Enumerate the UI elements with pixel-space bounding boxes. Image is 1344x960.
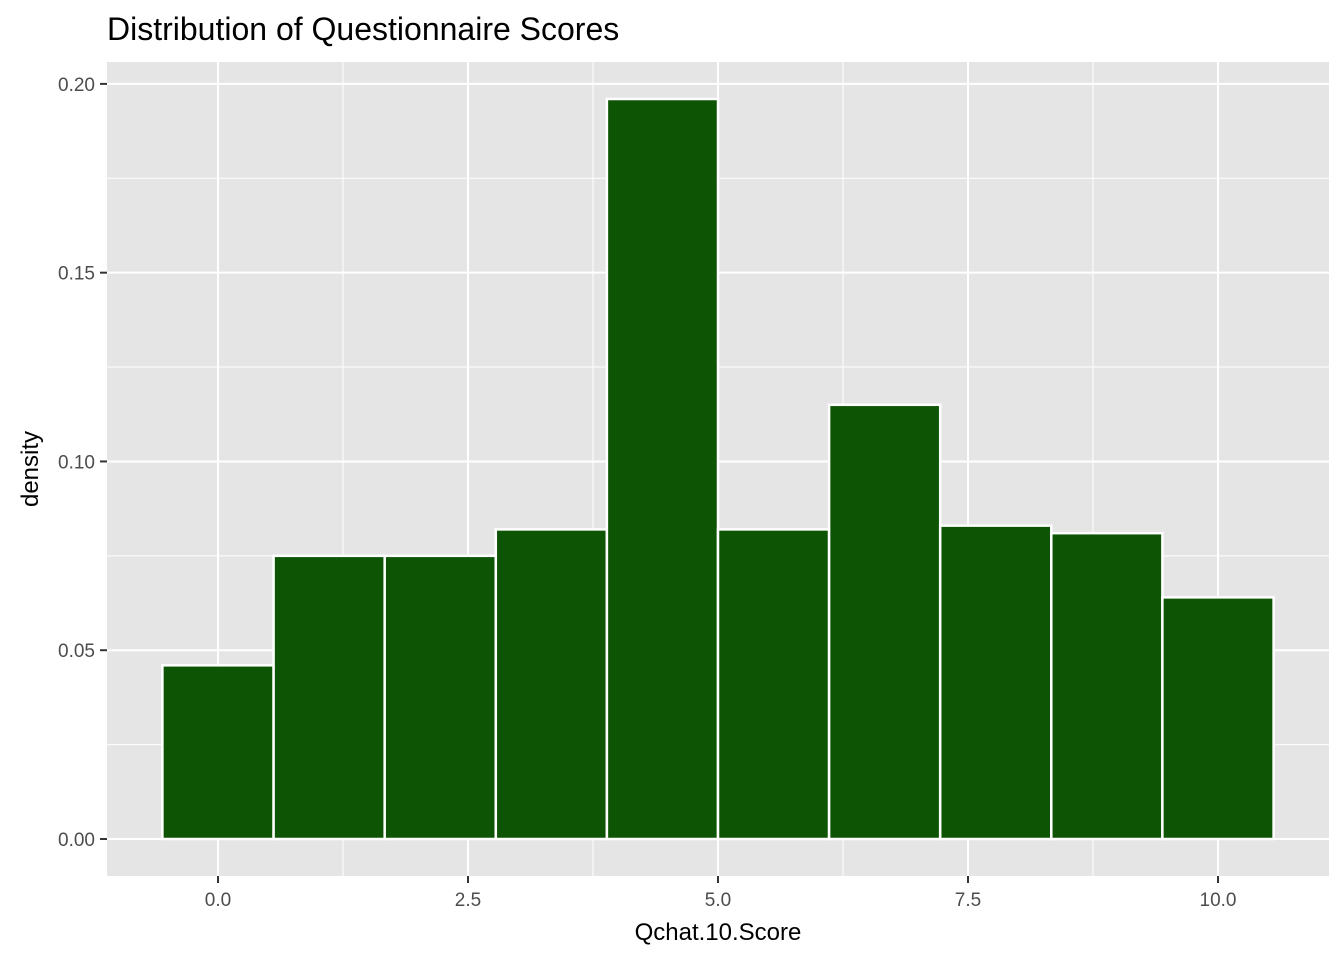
chart-title: Distribution of Questionnaire Scores bbox=[107, 11, 619, 47]
histogram-bar-1 bbox=[161, 664, 275, 841]
x-axis: 0.0 2.5 5.0 7.5 10.0 bbox=[205, 876, 1237, 911]
histogram-bar-4 bbox=[494, 528, 609, 841]
histogram-bar-6 bbox=[716, 528, 831, 841]
histogram-bar-10 bbox=[1161, 596, 1275, 841]
y-tick-label: 0.00 bbox=[58, 830, 95, 851]
y-tick-label: 0.10 bbox=[58, 452, 95, 473]
y-tick-label: 0.15 bbox=[58, 264, 95, 285]
y-axis-title: density bbox=[17, 431, 44, 507]
x-tick-label: 0.0 bbox=[205, 890, 231, 911]
histogram-bar-7 bbox=[827, 403, 942, 841]
x-tick-label: 7.5 bbox=[955, 890, 981, 911]
histogram-bar-8 bbox=[938, 524, 1053, 841]
x-tick-label: 5.0 bbox=[705, 890, 731, 911]
y-tick-label: 0.05 bbox=[58, 641, 95, 662]
y-tick-label: 0.20 bbox=[58, 75, 95, 96]
x-axis-title: Qchat.10.Score bbox=[635, 919, 802, 946]
x-tick-label: 10.0 bbox=[1200, 890, 1237, 911]
histogram-bar-9 bbox=[1050, 531, 1164, 841]
histogram-bars bbox=[161, 97, 1275, 841]
y-axis: 0.00 0.05 0.10 0.15 0.20 bbox=[58, 75, 107, 851]
x-tick-label: 2.5 bbox=[455, 890, 481, 911]
histogram-bar-3 bbox=[383, 554, 498, 841]
histogram-bar-2 bbox=[272, 554, 386, 841]
histogram-bar-5 bbox=[605, 97, 720, 841]
